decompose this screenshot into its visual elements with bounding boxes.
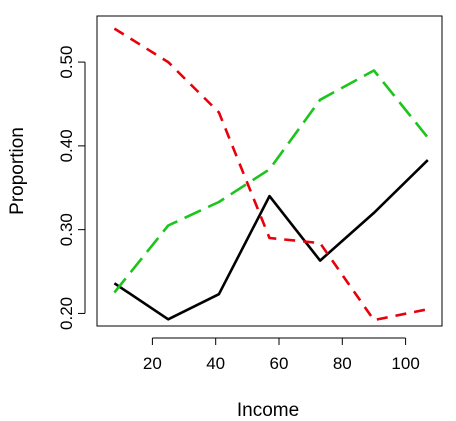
series-layer [113, 27, 429, 322]
series-line-3 [113, 69, 429, 294]
x-axis-title: Income [237, 400, 299, 421]
y-tick-label: 0.30 [57, 213, 76, 246]
x-tick-label: 40 [206, 354, 225, 373]
plot-frame [96, 15, 443, 327]
series-line-1 [113, 159, 429, 321]
y-tick-label: 0.20 [57, 297, 76, 330]
y-tick-label: 0.50 [57, 46, 76, 79]
y-tick-label: 0.40 [57, 129, 76, 162]
x-tick-label: 100 [391, 354, 419, 373]
x-axis: 20 40 60 80 100 [143, 325, 420, 373]
series-line-2 [113, 27, 429, 322]
y-axis-title: Proportion [7, 127, 28, 215]
x-tick-label: 60 [270, 354, 289, 373]
x-tick-label: 20 [143, 354, 162, 373]
x-tick-label: 80 [333, 354, 352, 373]
y-axis: 0.20 0.30 0.40 0.50 [57, 46, 86, 330]
